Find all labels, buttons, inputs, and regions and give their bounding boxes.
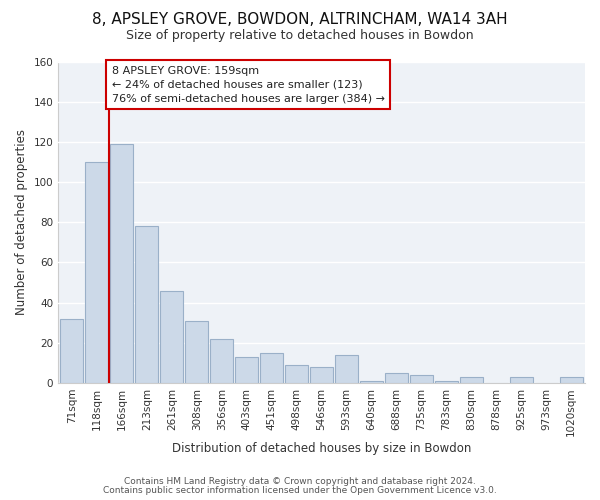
Text: Size of property relative to detached houses in Bowdon: Size of property relative to detached ho… [126,29,474,42]
Bar [61,319,83,383]
Bar [435,381,458,383]
Bar [460,377,483,383]
Text: 8, APSLEY GROVE, BOWDON, ALTRINCHAM, WA14 3AH: 8, APSLEY GROVE, BOWDON, ALTRINCHAM, WA1… [92,12,508,28]
Bar [410,375,433,383]
Bar [136,226,158,383]
Text: Contains HM Land Registry data © Crown copyright and database right 2024.: Contains HM Land Registry data © Crown c… [124,477,476,486]
Bar [110,144,133,383]
Bar [235,357,258,383]
Bar [310,367,333,383]
Bar [260,353,283,383]
Bar [510,377,533,383]
Bar [185,321,208,383]
Bar [560,377,583,383]
X-axis label: Distribution of detached houses by size in Bowdon: Distribution of detached houses by size … [172,442,471,455]
Text: Contains public sector information licensed under the Open Government Licence v3: Contains public sector information licen… [103,486,497,495]
Y-axis label: Number of detached properties: Number of detached properties [15,130,28,316]
Bar [385,373,408,383]
Bar [210,339,233,383]
Text: 8 APSLEY GROVE: 159sqm
← 24% of detached houses are smaller (123)
76% of semi-de: 8 APSLEY GROVE: 159sqm ← 24% of detached… [112,66,385,104]
Bar [85,162,109,383]
Bar [160,290,183,383]
Bar [285,365,308,383]
Bar [335,355,358,383]
Bar [360,381,383,383]
